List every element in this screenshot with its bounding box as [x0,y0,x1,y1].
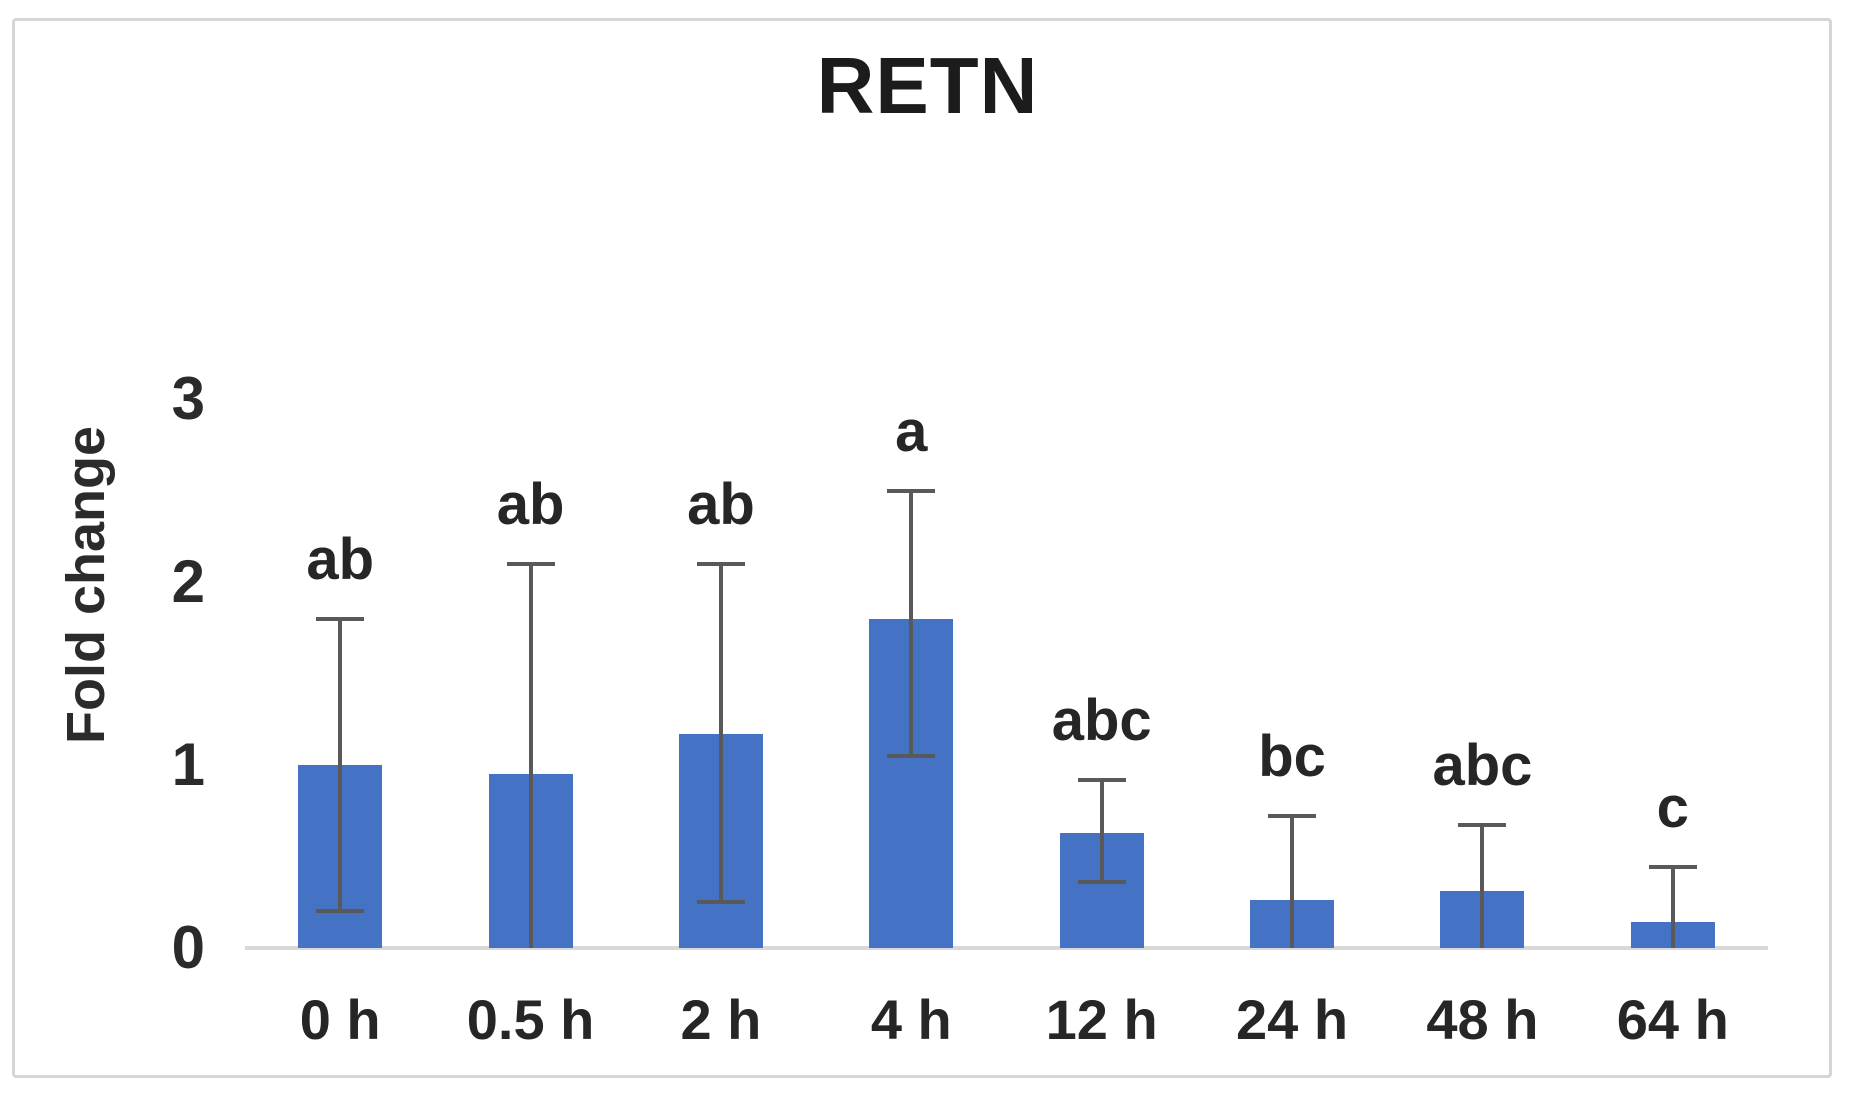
error-bar-top-cap [1648,865,1697,870]
error-bar [1290,816,1295,948]
error-bar [718,563,723,903]
error-bar [528,563,533,948]
error-bar-top-cap [316,616,365,621]
significance-letter: a [895,398,928,464]
significance-letter: ab [687,471,755,537]
error-bar-top-cap [1458,823,1507,828]
significance-letter: abc [1432,733,1533,799]
significance-letter: ab [496,471,565,537]
x-tick-label: 24 h [1236,988,1349,1051]
y-tick-label: 2 [171,548,205,615]
significance-letter: abc [1051,687,1152,753]
error-bar [338,618,343,912]
x-axis-line [245,946,1768,950]
error-bar [1480,825,1485,948]
error-bar-bottom-cap [887,753,936,758]
error-bar-top-cap [1268,814,1317,819]
error-bar-top-cap [506,561,555,566]
y-tick-label: 0 [171,914,205,981]
error-bar-top-cap [696,561,745,566]
y-tick-label: 3 [171,365,205,432]
chart-title: RETN [816,41,1039,130]
error-bar [1099,779,1104,883]
x-tick-label: 0.5 h [466,988,595,1051]
x-tick-label: 2 h [680,988,762,1051]
error-bar-top-cap [887,488,936,493]
plot-area: ab 0 h ab 0.5 h ab 2 h a 4 h abc 12 h bc 24 h abc 48 … [245,0,1768,1105]
error-bar-bottom-cap [316,909,365,914]
x-tick-label: 12 h [1045,988,1158,1051]
x-tick-label: 64 h [1616,988,1729,1051]
significance-letter: ab [306,526,375,592]
y-tick-label: 1 [171,731,205,798]
error-bar-bottom-cap [696,900,745,905]
x-tick-label: 48 h [1426,988,1539,1051]
error-bar-top-cap [1077,777,1126,782]
x-tick-label: 0 h [299,988,381,1051]
significance-letter: c [1656,775,1689,841]
error-bar [909,490,914,756]
error-bar [1670,867,1675,948]
error-bar-bottom-cap [1077,880,1126,885]
significance-letter: bc [1258,724,1326,790]
x-tick-label: 4 h [870,988,952,1051]
